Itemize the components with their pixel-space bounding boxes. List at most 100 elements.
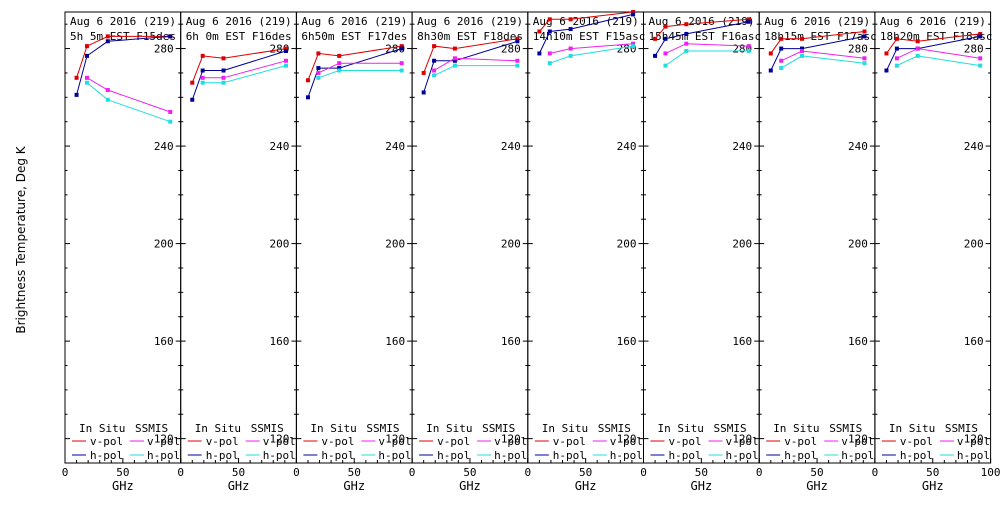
panel-1-series-ssmis-vpol-point (84, 75, 89, 80)
panel-6-series-insitu-vpol-point (653, 36, 658, 41)
panel-7-legend-ssmis-hpol-label: h-pol (841, 449, 874, 462)
panel-8-legend-ssmis-heading: SSMIS (945, 422, 978, 435)
panel-1-series-ssmis-hpol-point (168, 119, 173, 124)
panel-5-series-insitu-hpol-point (568, 27, 573, 32)
panel-8-title-date: Aug 6 2016 (219) (880, 15, 986, 28)
panel-2-series-ssmis-vpol-point (200, 75, 205, 80)
panel-4-series-insitu-hpol-line (423, 40, 518, 93)
panel-3-series-ssmis-hpol-line (318, 70, 402, 79)
panel-5-series-ssmis-hpol-point (547, 61, 552, 66)
panel-2-series-ssmis-vpol-point (221, 75, 226, 80)
panel-3-series-insitu-vpol-point (337, 53, 342, 58)
panel-7-ytick-label-240: 240 (848, 140, 868, 153)
panel-7-series-insitu-hpol-line (770, 35, 865, 71)
panel-6-series-ssmis-vpol-point (746, 44, 751, 49)
panel-8-series-ssmis-vpol-point (915, 46, 920, 51)
panel-1-legend-insitu-hpol-label: h-pol (90, 449, 123, 462)
panel-6-series-ssmis-vpol-point (684, 41, 689, 46)
panel-4-series-ssmis-vpol-point (432, 68, 437, 73)
panel-7-ytick-label-280: 280 (848, 43, 868, 56)
panel-5-series-insitu-vpol-point (537, 29, 542, 34)
panel-3-title-time: 6h50m EST F17des (301, 30, 407, 43)
panel-2-legend-ssmis-vpol-label: v-pol (263, 435, 296, 448)
panel-2-legend-insitu-hpol-label: h-pol (206, 449, 239, 462)
panel-1-title-date: Aug 6 2016 (219) (70, 15, 176, 28)
panel-2-ytick-label-160: 160 (270, 335, 290, 348)
panel-1-series-insitu-hpol-point (168, 34, 173, 39)
panel-2-title-date: Aug 6 2016 (219) (186, 15, 292, 28)
panel-7-ytick-label-120: 120 (848, 433, 868, 446)
panel-3-ytick-label-160: 160 (385, 335, 405, 348)
panel-6-legend-ssmis-hpol-label: h-pol (726, 449, 759, 462)
panel-6-series-insitu-hpol-point (663, 36, 668, 41)
panel-3-series-insitu-vpol-point (305, 78, 310, 83)
panel-8-title-time: 18h20m EST F18asc (880, 30, 993, 43)
panel-3-legend-insitu-vpol-label: v-pol (321, 435, 354, 448)
panel-3-ytick-label-120: 120 (385, 433, 405, 446)
panel-8-ytick-label-120: 120 (964, 433, 984, 446)
panel-7-title-date: Aug 6 2016 (219) (764, 15, 870, 28)
panel-2-series-ssmis-hpol-point (200, 80, 205, 85)
panel-5-ytick-label-200: 200 (617, 238, 637, 251)
panel-5-xtick-label-50: 50 (579, 466, 592, 479)
panel-7-series-insitu-vpol-line (770, 31, 865, 54)
panel-7-ytick-label-200: 200 (848, 238, 868, 251)
panel-4-series-insitu-vpol-point (421, 70, 426, 75)
panel-2-series-insitu-vpol-line (191, 48, 287, 83)
panel-2-legend-ssmis-heading: SSMIS (251, 422, 284, 435)
panel-5-ytick-label-160: 160 (617, 335, 637, 348)
panel-1-legend-ssmis-heading: SSMIS (135, 422, 168, 435)
panel-8-series-insitu-hpol-point (884, 68, 889, 73)
panel-2-series-insitu-vpol-point (190, 80, 195, 85)
panel-7-ytick-label-160: 160 (848, 335, 868, 348)
panel-7-series-insitu-vpol-point (862, 29, 867, 34)
panel-6-xtick-label-0: 0 (640, 466, 647, 479)
panel-6-series-ssmis-hpol-point (746, 49, 751, 54)
panel-4-series-ssmis-hpol-point (452, 63, 457, 68)
panel-8-series-insitu-vpol-point (894, 36, 899, 41)
panel-2-legend-insitu-vpol-label: v-pol (206, 435, 239, 448)
panel-4-series-ssmis-vpol-line (433, 57, 518, 71)
panel-3-series-ssmis-hpol-point (399, 68, 404, 73)
panel-4-series-ssmis-vpol-point (452, 56, 457, 61)
panel-1-series-insitu-vpol-point (105, 34, 110, 39)
panel-5-series-insitu-hpol-point (537, 51, 542, 56)
panel-8-series-ssmis-hpol-line (896, 55, 981, 67)
panel-6-series-insitu-hpol-point (746, 19, 751, 24)
panel-4-series-insitu-vpol-point (452, 46, 457, 51)
panel-8-ytick-label-200: 200 (964, 238, 984, 251)
panel-1-legend-ssmis-hpol-label: h-pol (147, 449, 180, 462)
panel-7-legend-insitu-heading: In Situ (773, 422, 819, 435)
panel-5-legend-ssmis-vpol-label: v-pol (610, 435, 643, 448)
panel-2-series-ssmis-hpol-line (202, 65, 287, 84)
panel-3-series-insitu-vpol-line (307, 45, 402, 81)
panel-4-xtick-label-50: 50 (463, 466, 476, 479)
panel-3-x-axis-label: GHz (343, 479, 365, 493)
panel-1-series-insitu-hpol-point (84, 53, 89, 58)
panel-4-series-ssmis-hpol-point (515, 63, 520, 68)
panel-7-legend-ssmis-heading: SSMIS (829, 422, 862, 435)
panel-1-ytick-label-120: 120 (154, 433, 174, 446)
panel-8-series-ssmis-hpol-point (978, 63, 983, 68)
panel-8-legend-insitu-hpol-label: h-pol (900, 449, 933, 462)
panel-2-series-insitu-vpol-point (221, 56, 226, 61)
panel-6-title-date: Aug 6 2016 (219) (649, 15, 755, 28)
panel-1-series-insitu-hpol-point (105, 39, 110, 44)
panel-1-series-insitu-hpol-point (74, 92, 79, 97)
panel-7-xtick-label-0: 0 (756, 466, 763, 479)
panel-3-title-date: Aug 6 2016 (219) (301, 15, 407, 28)
panel-7-series-insitu-vpol-point (768, 51, 773, 56)
panel-3-xtick-label-0: 0 (293, 466, 300, 479)
panel-7-series-ssmis-hpol-point (779, 66, 784, 71)
panel-8-legend-ssmis-vpol-label: v-pol (957, 435, 990, 448)
panel-3-series-insitu-hpol-point (316, 66, 321, 71)
panel-7-series-insitu-hpol-point (779, 46, 784, 51)
panel-5-legend-ssmis-heading: SSMIS (598, 422, 631, 435)
panel-2-xtick-label-50: 50 (232, 466, 245, 479)
panel-4-ytick-label-240: 240 (501, 140, 521, 153)
panel-6-legend-insitu-vpol-label: v-pol (669, 435, 702, 448)
panel-6-legend-ssmis-vpol-label: v-pol (726, 435, 759, 448)
panel-2-series-ssmis-hpol-point (221, 80, 226, 85)
panel-6-series-insitu-vpol-point (684, 22, 689, 27)
